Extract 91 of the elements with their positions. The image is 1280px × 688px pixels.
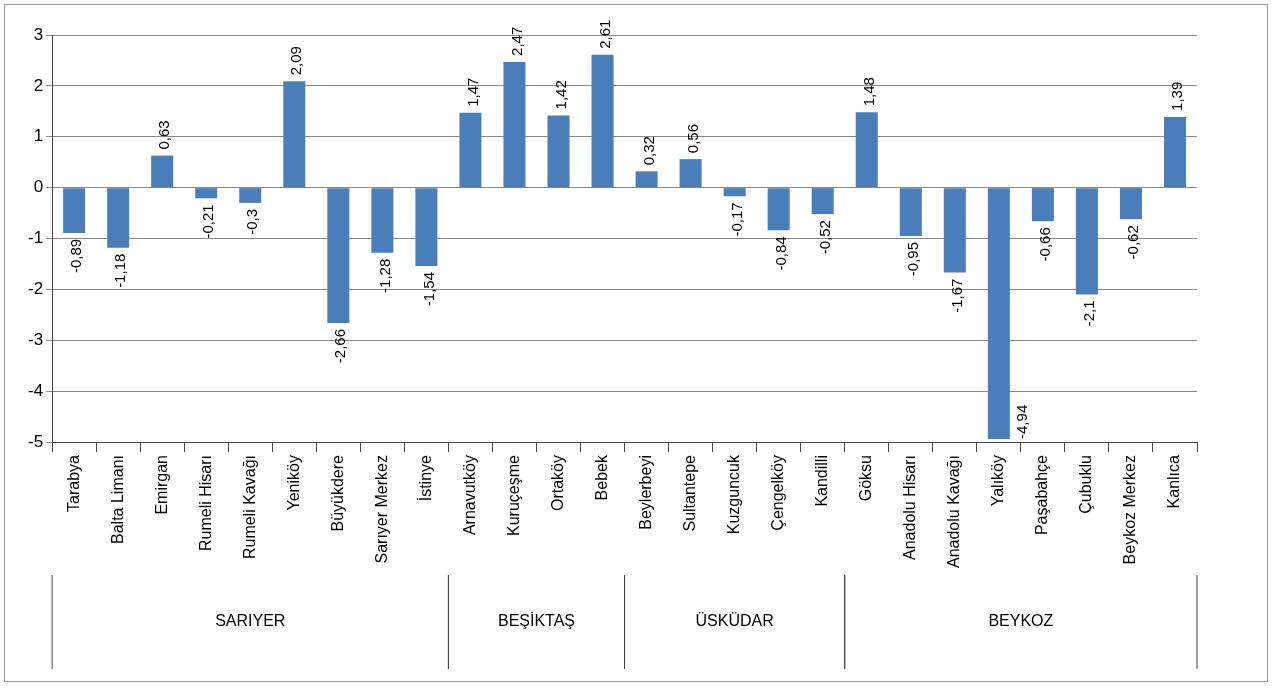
data-label: -1,18 [111,253,129,288]
text: BEYKOZ [988,612,1054,630]
y-tick-label: 1 [33,126,44,146]
y-tick-label: -4 [27,380,44,400]
x-tick-label: Sarıyer Merkez [372,455,390,564]
bar [283,81,306,188]
x-tick-label: Anadolu Hisarı [901,455,919,560]
bar [591,54,614,188]
bar [855,112,878,188]
data-label: -2,66 [331,328,349,364]
x-tick-label: İstinye [415,454,434,502]
data-label: -0,66 [1036,227,1054,262]
bar [635,171,658,188]
data-label: 1,42 [551,80,569,110]
x-tick-label: Göksu [857,455,875,502]
x-tick-label: Kuruçeşme [504,454,522,536]
y-tick-label: -1 [27,228,44,248]
x-tick-label: Tarabya [64,454,82,512]
x-tick-label: Kanlıca [1165,454,1183,509]
y-tick-label: -2 [27,279,44,299]
data-label: -1,54 [419,271,437,307]
bar [1075,188,1098,295]
data-label: -0,52 [815,220,833,255]
x-tick-label: Büyükdere [328,454,346,532]
data-label: -2,1 [1080,300,1098,327]
bar [415,188,438,266]
x-tick-label: Ortaköy [548,455,566,512]
bar [943,188,966,273]
x-tick-label: Rumeli Kavağı [240,455,258,560]
bar [723,188,746,197]
x-tick-label: Paşabahçe [1033,454,1051,536]
y-tick-label: 0 [33,177,44,197]
data-label: 2,61 [595,19,613,49]
data-label: -4,94 [1012,404,1030,439]
data-label: -0,3 [243,208,261,235]
x-tick-label: Yalıköy [989,455,1007,507]
x-tick-label: Kandilli [813,455,831,507]
data-label: -0,89 [67,238,85,274]
data-label: 1,39 [1168,81,1186,111]
x-tick-label: Çengelköy [769,455,787,531]
bar [107,188,130,248]
x-tick-label: Anadolu Kavağı [945,455,963,569]
x-tick-label: Bebek [592,454,610,501]
bar [767,188,790,231]
bar [1119,188,1142,220]
bar [459,112,482,188]
data-label: 2,47 [507,26,525,56]
data-label: 0,32 [639,136,657,166]
data-label: -1,67 [947,278,965,313]
bar [63,188,86,233]
bar [987,188,1010,439]
data-label: -0,21 [199,204,217,239]
data-label: 2,09 [287,46,305,76]
bar [151,155,174,188]
data-label: 1,48 [859,77,877,107]
bar [811,188,834,215]
bar [195,188,218,199]
text: BEŞİKTAŞ [497,611,576,630]
data-label: -0,95 [903,241,921,277]
x-tick-label: Emirgan [152,455,170,515]
bar [503,61,526,188]
data-label: -1,28 [375,258,393,293]
x-tick-label: Arnavutköy [460,455,478,536]
data-label: -0,84 [771,236,789,271]
x-tick-label: Çubuklu [1077,455,1095,514]
y-tick-label: 3 [33,24,44,44]
bar [327,188,350,323]
x-tick-label: Sultantepe [681,454,699,532]
bar [1031,188,1054,222]
data-label: 0,56 [683,123,701,154]
x-tick-label: Beykoz Merkez [1121,455,1139,565]
x-tick-label: Balta Limanı [108,455,126,544]
data-label: -0,17 [727,202,745,237]
y-tick-label: -5 [27,431,44,451]
text: SARIYER [215,612,286,630]
data-label: -0,62 [1124,225,1142,260]
bar [1163,116,1186,188]
y-tick-label: -3 [27,329,44,349]
y-tick-label: 2 [33,75,44,95]
bar [371,188,394,253]
bar [547,115,570,188]
bar [239,188,262,203]
bar [899,188,922,236]
x-tick-label: Beylerbeyi [636,455,654,530]
text: ÜSKÜDAR [695,612,774,630]
data-label: 0,63 [155,120,173,150]
x-tick-label: Yeniköy [284,455,302,511]
bar [679,159,702,188]
data-label: 1,47 [463,77,481,107]
x-tick-label: Rumeli Hisarı [196,455,214,552]
x-tick-label: Kuzguncuk [725,454,743,535]
